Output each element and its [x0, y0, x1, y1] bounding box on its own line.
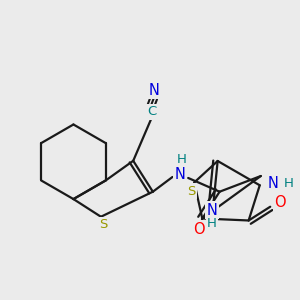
Text: N: N	[206, 202, 217, 217]
Text: N: N	[268, 176, 279, 191]
Text: O: O	[193, 221, 205, 236]
Text: N: N	[148, 82, 159, 98]
Text: S: S	[187, 185, 196, 198]
Text: H: H	[284, 177, 294, 190]
Text: N: N	[175, 167, 186, 182]
Text: C: C	[147, 105, 157, 118]
Text: S: S	[99, 218, 107, 231]
Text: O: O	[274, 195, 286, 210]
Text: H: H	[207, 217, 217, 230]
Text: H: H	[176, 153, 186, 166]
